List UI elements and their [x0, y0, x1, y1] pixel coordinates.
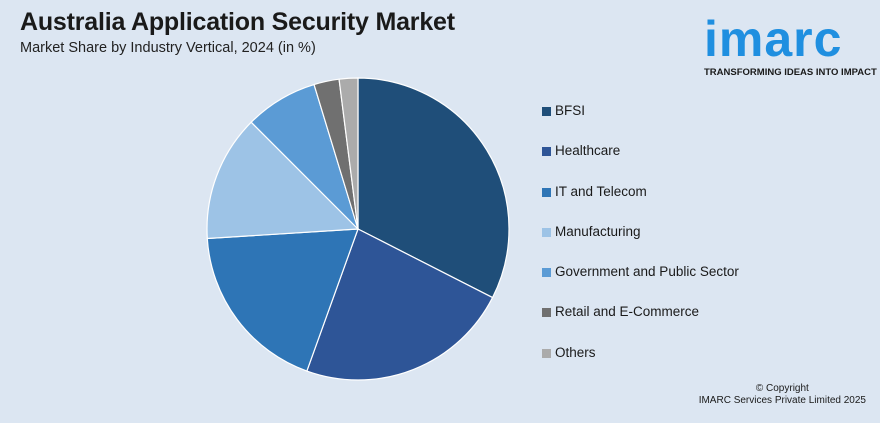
legend-swatch: [542, 227, 551, 237]
pie-slice-bfsi: [357, 77, 510, 299]
legend-label: IT and Telecom: [555, 183, 647, 199]
copyright-notice: © Copyright IMARC Services Private Limit…: [699, 383, 866, 407]
chart-subtitle: Market Share by Industry Vertical, 2024 …: [20, 40, 316, 56]
legend-swatch: [542, 308, 551, 318]
legend-swatch: [542, 268, 551, 278]
logo-word: imarc: [704, 11, 843, 67]
copyright-line-1: © Copyright: [755, 383, 809, 394]
imarc-logo: imarc TRANSFORMING IDEAS INTO IMPACT: [700, 5, 877, 80]
pie-chart: [206, 77, 510, 381]
copyright-line-2: IMARC Services Private Limited 2025: [698, 395, 866, 406]
legend-swatch: [542, 147, 551, 157]
legend-label: Manufacturing: [555, 223, 641, 239]
legend-swatch: [542, 107, 551, 116]
pie-slice-it-and-telecom: [206, 228, 359, 372]
pie-slice-healthcare: [306, 228, 494, 381]
legend-swatch: [542, 348, 551, 358]
legend-label: Retail and E-Commerce: [555, 304, 700, 320]
pie-slice-manufacturing: [206, 121, 360, 240]
legend-label: Others: [555, 344, 596, 360]
chart-title: Australia Application Security Market: [20, 8, 455, 36]
logo-tagline: TRANSFORMING IDEAS INTO IMPACT: [704, 67, 877, 78]
legend-label: BFSI: [555, 103, 586, 118]
legend-swatch: [542, 187, 551, 197]
pie-slice-others: [338, 77, 359, 230]
legend-label: Healthcare: [555, 143, 621, 159]
legend-label: Government and Public Sector: [555, 264, 739, 280]
